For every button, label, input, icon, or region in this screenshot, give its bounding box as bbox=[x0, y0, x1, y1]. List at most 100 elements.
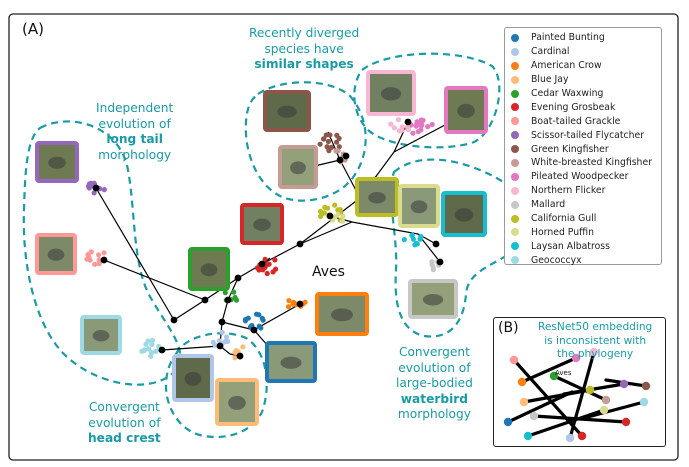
panel-b-inset: Aves (B) ResNet50 embedding is inconsist… bbox=[493, 317, 666, 447]
legend-swatch bbox=[511, 186, 519, 195]
bird-silhouette bbox=[200, 263, 218, 277]
embedding-point bbox=[336, 135, 342, 141]
tree-node bbox=[326, 212, 334, 220]
inset-point bbox=[571, 353, 581, 363]
embedding-point bbox=[324, 144, 330, 150]
embedding-point bbox=[240, 344, 246, 350]
legend-label: Geococcyx bbox=[531, 254, 582, 266]
bird-silhouette bbox=[368, 191, 386, 204]
tree-node bbox=[336, 156, 344, 164]
bird-silhouette bbox=[457, 103, 475, 118]
legend-swatch bbox=[511, 47, 519, 56]
annotation-line: morphology bbox=[98, 147, 172, 162]
embedding-point bbox=[141, 347, 147, 353]
inset-point bbox=[639, 397, 649, 407]
embedding-point bbox=[414, 119, 420, 125]
inset-point bbox=[619, 379, 629, 389]
bird-silhouette bbox=[277, 105, 297, 118]
branch bbox=[227, 277, 239, 301]
tree-node bbox=[201, 296, 209, 304]
embedding-point bbox=[317, 208, 324, 214]
annotation-line: Recently diverged bbox=[249, 26, 360, 40]
embedding-point bbox=[146, 346, 152, 352]
inset-point bbox=[585, 385, 595, 395]
annotation-bold: similar shapes bbox=[254, 57, 354, 71]
embedding-point bbox=[96, 252, 102, 258]
outer-frame bbox=[8, 13, 679, 461]
legend-label: American Crow bbox=[531, 60, 602, 72]
inset-points bbox=[503, 347, 651, 443]
legend-item: Cedar Waxwing bbox=[511, 87, 661, 101]
embedding-point bbox=[332, 202, 338, 208]
embedding-point bbox=[260, 317, 266, 323]
bird-silhouette bbox=[410, 200, 428, 214]
legend-swatch bbox=[511, 33, 519, 42]
embedding-point bbox=[92, 261, 98, 267]
embedding-point bbox=[412, 242, 418, 248]
embedding-point bbox=[302, 299, 308, 305]
embedding-point bbox=[326, 148, 332, 154]
legend-item: Geococcyx bbox=[511, 253, 661, 267]
tree-node bbox=[258, 260, 266, 268]
legend-swatch bbox=[511, 89, 519, 98]
species-legend: Painted Bunting Cardinal American Crow Blue… bbox=[504, 27, 662, 267]
annotation-similar-shapes: Recently diverged species have similar s… bbox=[249, 26, 359, 73]
embedding-point bbox=[334, 139, 340, 145]
legend-item: Boat-tailed Grackle bbox=[511, 114, 661, 128]
embedding-point bbox=[219, 329, 225, 335]
annotation-line: evolution of bbox=[398, 360, 471, 375]
legend-item: Horned Puffin bbox=[511, 225, 661, 239]
inset-branch bbox=[568, 350, 596, 440]
annotation-bold: waterbird bbox=[400, 391, 469, 406]
branch bbox=[351, 221, 419, 235]
tree-node bbox=[436, 258, 444, 266]
branch bbox=[95, 187, 175, 321]
tree-node bbox=[100, 256, 108, 264]
embedding-point bbox=[264, 262, 270, 268]
inset-point bbox=[641, 381, 651, 391]
legend-label: Painted Bunting bbox=[531, 32, 605, 44]
legend-label: White-breasted Kingfisher bbox=[531, 157, 652, 169]
legend-label: California Gull bbox=[531, 213, 597, 225]
legend-item: Pileated Woodpecker bbox=[511, 170, 661, 184]
embedding-point bbox=[321, 136, 327, 142]
embedding-point bbox=[413, 123, 419, 129]
bird-silhouette bbox=[454, 208, 474, 222]
embedding-point bbox=[256, 312, 262, 318]
inset-point bbox=[503, 417, 513, 427]
aves-root-label: Aves bbox=[312, 264, 345, 280]
annotation-line: large-bodied bbox=[396, 376, 473, 390]
legend-item: Laysan Albatross bbox=[511, 239, 661, 253]
legend-label: Horned Puffin bbox=[531, 226, 595, 238]
inset-branch bbox=[506, 390, 574, 424]
embedding-point bbox=[270, 269, 276, 275]
annotation-line: morphology bbox=[397, 407, 471, 421]
embedding-point bbox=[260, 267, 266, 273]
inset-branch bbox=[526, 408, 606, 438]
embedding-point bbox=[101, 187, 107, 193]
bird-silhouette bbox=[47, 248, 65, 261]
tree-node bbox=[234, 274, 242, 282]
inset-aves-label: Aves bbox=[555, 369, 572, 377]
annotation-waterbird: Convergent evolution of large-bodied wat… bbox=[396, 345, 473, 423]
tree-node bbox=[224, 296, 232, 304]
embedding-point bbox=[401, 237, 407, 243]
inset-point bbox=[549, 371, 559, 381]
embedding-point bbox=[325, 138, 331, 145]
branch bbox=[221, 299, 229, 323]
embedding-point bbox=[231, 289, 237, 295]
legend-item: Blue Jay bbox=[511, 73, 661, 87]
branch bbox=[103, 259, 206, 301]
group-outline bbox=[164, 332, 268, 438]
bird-silhouette bbox=[184, 371, 202, 386]
embedding-point bbox=[317, 141, 323, 147]
legend-label: Boat-tailed Grackle bbox=[531, 115, 621, 127]
embedding-point bbox=[429, 121, 435, 128]
tree-node bbox=[216, 342, 224, 350]
embedding-point bbox=[429, 261, 435, 267]
embedding-point bbox=[418, 127, 424, 133]
tree-node bbox=[218, 318, 226, 326]
embedding-point bbox=[101, 250, 107, 256]
tree-node bbox=[92, 184, 100, 192]
